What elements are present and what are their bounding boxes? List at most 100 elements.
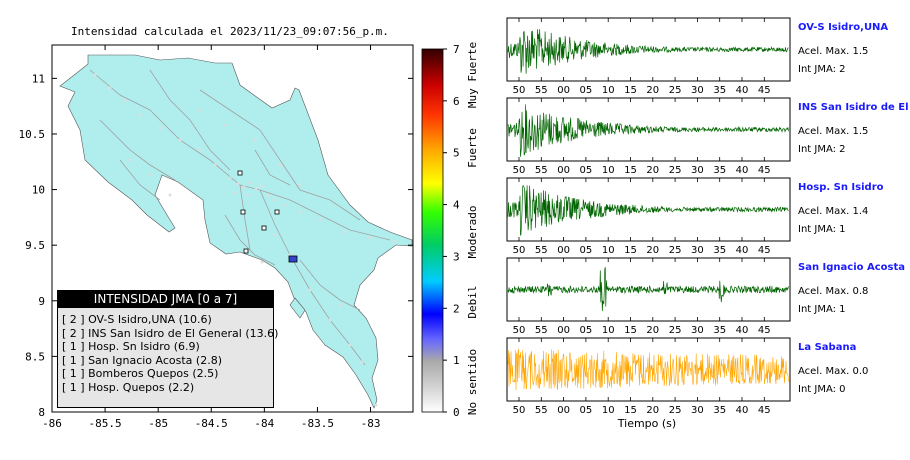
waveform-panel: 50 55 00 05 10 15 20 25 30 35 40 45: [506, 337, 791, 416]
waveform-tick-label: 45: [758, 245, 771, 256]
waveform-tick-label: 10: [602, 405, 615, 416]
waveform-tick-label: 30: [691, 405, 704, 416]
colorbar: [421, 48, 444, 413]
colorbar-labels: No sentido Debil Moderado Fuerte Muy Fuerte: [466, 42, 479, 415]
osa-peninsula: [289, 297, 306, 319]
waveform-tick-label: 55: [535, 405, 548, 416]
map-content: [59, 54, 413, 409]
waveform-tick-label: 55: [535, 245, 548, 256]
waveform-trace: [507, 266, 789, 312]
station-name: La Sabana: [798, 342, 857, 353]
waveform-tick-label: 00: [557, 325, 570, 336]
station-markers: [237, 170, 298, 263]
station-jma: Int JMA: 2: [798, 64, 846, 75]
colorbar-tick-label: 3: [453, 250, 460, 263]
colorbar-ticks: 0 1 2 3 4 5 6 7: [443, 43, 460, 419]
waveform-trace: [507, 184, 789, 237]
lat-tick-label: 10.5: [19, 128, 46, 141]
station-accel: Acel. Max. 1.5: [798, 46, 869, 57]
station-name: San Ignacio Acosta: [798, 262, 906, 273]
waveform-tick-label: 25: [669, 165, 682, 176]
costa-rica-land: [59, 54, 413, 409]
colorbar-category-label: Muy Fuerte: [466, 42, 479, 108]
waveform-tick-label: 15: [624, 405, 637, 416]
station-name: INS San Isidro de El Ge: [798, 102, 910, 113]
lon-tick-label: -85.5: [89, 417, 122, 430]
lon-tick-label: -86: [42, 417, 62, 430]
waveform-tick-label: 25: [669, 405, 682, 416]
waveform-tick-label: 05: [580, 325, 593, 336]
waveform-tick-label: 25: [669, 85, 682, 96]
waveform-frame: [506, 257, 791, 322]
waveform-tick-label: 40: [736, 165, 749, 176]
lon-tick-label: -83: [361, 417, 381, 430]
waveform-tick-label: 15: [624, 325, 637, 336]
waveform-trace: [507, 348, 789, 391]
waveform-panel: 50 55 00 05 10 15 20 25 30 35 40 45: [506, 257, 791, 336]
station-jma: Int JMA: 2: [798, 144, 846, 155]
legend-item: [ 1 ] Bomberos Quepos (2.5): [62, 367, 219, 380]
lat-tick-label: 9.5: [25, 239, 45, 252]
station-accel: Acel. Max. 0.0: [798, 366, 869, 377]
waveform-tick-label: 45: [758, 405, 771, 416]
waveform-tick-label: 05: [580, 165, 593, 176]
station-jma: Int JMA: 1: [798, 304, 846, 315]
station-name: Hosp. Sn Isidro: [798, 182, 884, 193]
waveform-tick-label: 30: [691, 85, 704, 96]
waveform-tick-label: 50: [513, 165, 526, 176]
waveform-tick-label: 20: [646, 165, 659, 176]
waveform-tick-label: 25: [669, 325, 682, 336]
waveform-tick-label: 15: [624, 245, 637, 256]
lon-tick-label: -84: [254, 417, 274, 430]
waveform-tick-label: 30: [691, 325, 704, 336]
map-axes: -86 -85.5 -85 -84.5 -84 -83.5 -83 8 8.5 9 9.5 10 10.…: [19, 45, 413, 430]
lon-tick-label: -84.5: [195, 417, 228, 430]
waveform-tick-label: 20: [646, 325, 659, 336]
station-marker[interactable]: [237, 170, 243, 176]
waveform-tick-label: 45: [758, 85, 771, 96]
waveform-tick-label: 50: [513, 85, 526, 96]
legend-item: [ 1 ] San Ignacio Acosta (2.8): [62, 353, 222, 367]
legend-item: [ 1 ] Hosp. Sn Isidro (6.9): [62, 340, 200, 353]
station-accel: Acel. Max. 0.8: [798, 286, 869, 297]
lat-tick-label: 10: [32, 184, 45, 197]
lat-tick-label: 9: [38, 295, 45, 308]
waveform-tick-label: 35: [713, 245, 726, 256]
map-title: Intensidad calculada el 2023/11/23_09:07…: [71, 25, 389, 38]
colorbar-tick-label: 4: [453, 199, 460, 212]
waveform-tick-label: 45: [758, 165, 771, 176]
waveform-trace: [507, 104, 789, 157]
colorbar-tick-label: 7: [453, 43, 460, 56]
waveform-tick-label: 40: [736, 405, 749, 416]
legend-title: INTENSIDAD JMA [0 a 7]: [58, 291, 273, 308]
waveform-tick-label: 30: [691, 165, 704, 176]
waveform-tick-label: 00: [557, 245, 570, 256]
station-marker[interactable]: [243, 248, 249, 254]
waveform-xlabel: Tiempo (s): [617, 417, 676, 430]
lat-tick-label: 11: [32, 72, 45, 85]
waveform-tick-label: 00: [557, 165, 570, 176]
lat-tick-label: 8: [38, 406, 45, 419]
waveform-panel: 50 55 00 05 10 15 20 25 30 35 40 45: [506, 17, 791, 96]
waveform-tick-label: 35: [713, 405, 726, 416]
station-accel: Acel. Max. 1.4: [798, 206, 869, 217]
station-marker[interactable]: [240, 209, 246, 215]
legend-list: [ 2 ] OV-S Isidro,UNA (10.6)[ 2 ] INS Sa…: [58, 308, 278, 394]
station-marker[interactable]: [261, 225, 267, 231]
waveform-tick-label: 40: [736, 245, 749, 256]
waveform-panel: 50 55 00 05 10 15 20 25 30 35 40 45: [506, 97, 791, 176]
colorbar-category-label: Fuerte: [466, 128, 479, 168]
waveform-tick-label: 20: [646, 85, 659, 96]
waveform-tick-label: 35: [713, 165, 726, 176]
legend-item: [ 2 ] OV-S Isidro,UNA (10.6): [62, 313, 212, 326]
waveform-tick-label: 05: [580, 405, 593, 416]
station-marker-highlight[interactable]: [288, 255, 298, 263]
station-marker[interactable]: [274, 209, 280, 215]
lon-tick-label: -85: [148, 417, 168, 430]
station-name: OV-S Isidro,UNA: [798, 22, 889, 33]
waveform-tick-label: 00: [557, 85, 570, 96]
colorbar-tick-label: 6: [453, 95, 460, 108]
waveform-tick-label: 05: [580, 85, 593, 96]
waveform-panels: 50 55 00 05 10 15 20 25 30 35 40 45 50 55 00 05 10 15 20 25…: [506, 17, 791, 416]
